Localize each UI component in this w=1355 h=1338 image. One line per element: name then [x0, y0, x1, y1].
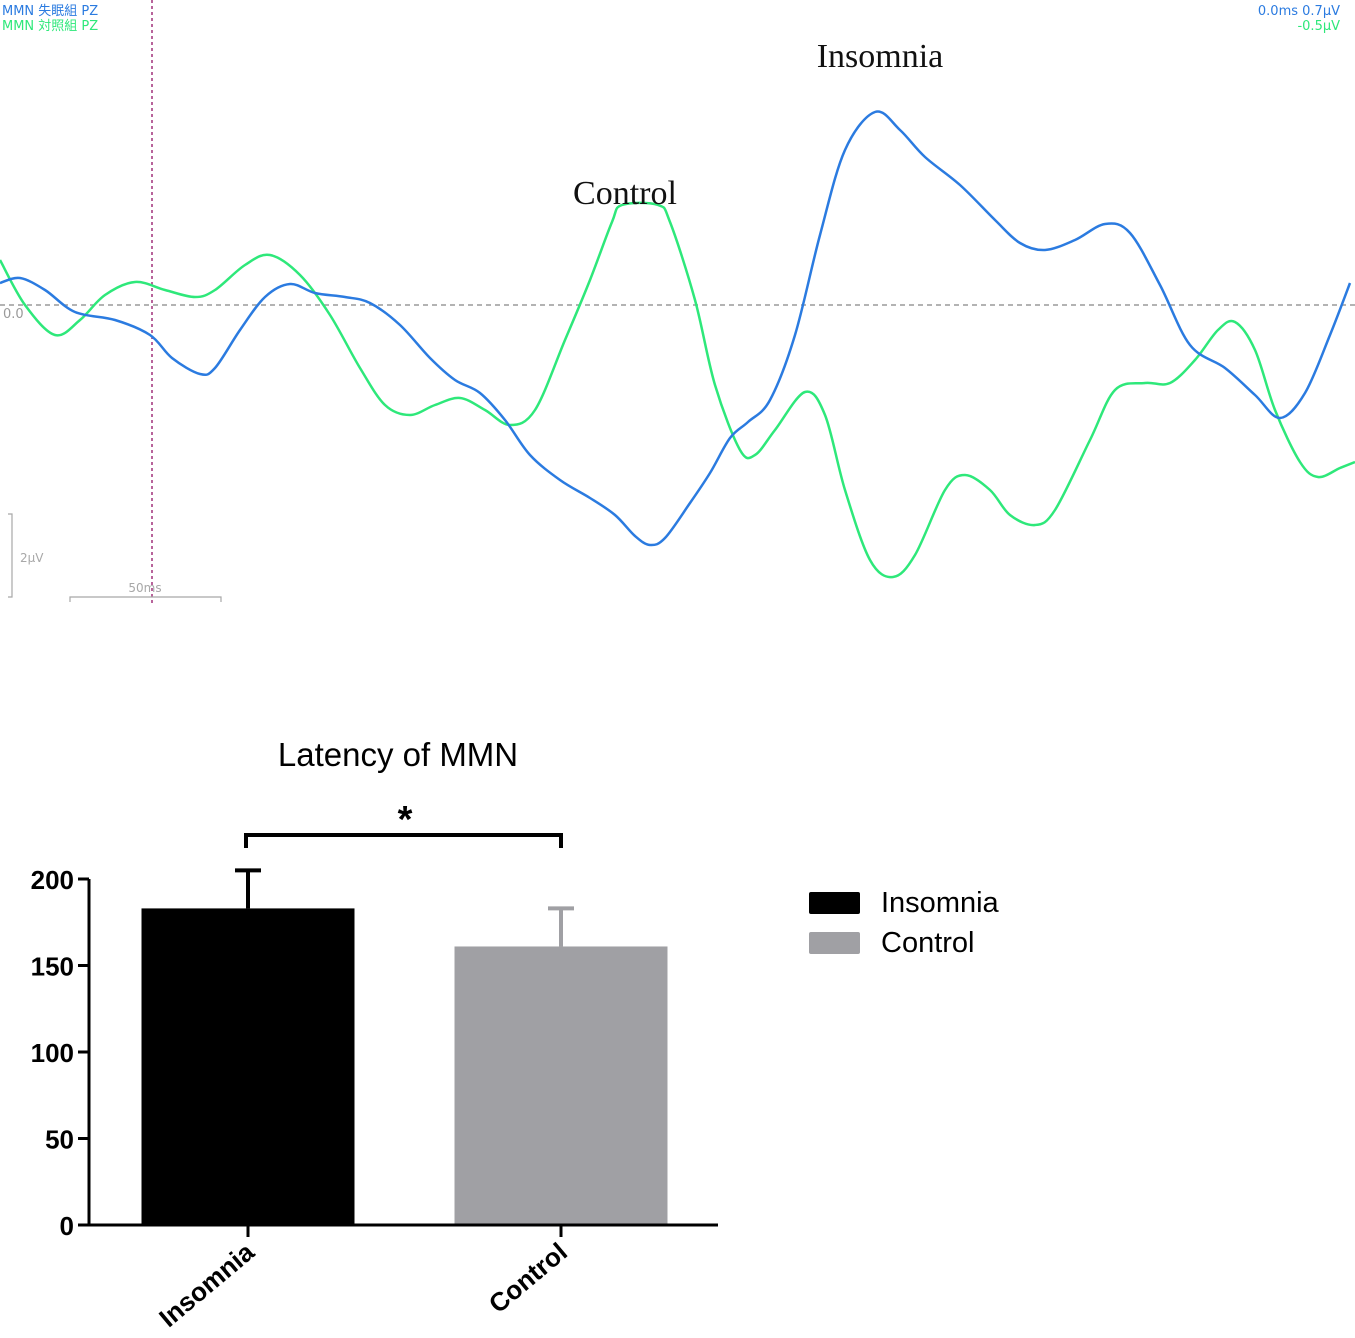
error-bars: [235, 868, 574, 947]
latency-bar-chart: Latency of MMN * 0 50 100 150 200 Insomnia Co…: [31, 736, 1000, 1333]
x-axis-ticks: Insomnia Control: [153, 1225, 573, 1333]
y-axis-ticks: 0 50 100 150 200: [31, 865, 89, 1241]
bar-insomnia: [141, 908, 355, 1225]
significance-bracket: [244, 833, 563, 848]
legend-label-insomnia: Insomnia: [881, 887, 1000, 919]
bar-control: [454, 946, 668, 1225]
time-scale-label: 50ms: [128, 581, 161, 595]
y-tick-label-200: 200: [31, 865, 74, 895]
legend-label-control: Control: [881, 927, 975, 959]
amplitude-scale-label: 2μV: [20, 551, 44, 565]
legend-swatch-control: [809, 932, 860, 954]
insomnia-waveform: [0, 110, 1352, 547]
cursor-readout-insomnia: 0.0ms 0.7μV: [1258, 4, 1340, 19]
significance-marker: *: [398, 799, 413, 841]
cursor-readout-control: -0.5μV: [1297, 19, 1340, 34]
chart-title: Latency of MMN: [278, 736, 518, 773]
y-tick-label-50: 50: [45, 1125, 74, 1155]
y-tick-label-100: 100: [31, 1038, 74, 1068]
annotation-insomnia: Insomnia: [817, 38, 944, 75]
channel-label-control: MMN 対照組 PZ: [2, 19, 98, 34]
erp-waveform-panel: MMN 失眠組 PZ MMN 対照組 PZ 0.0ms 0.7μV -0.5μV…: [0, 0, 1355, 606]
annotation-control: Control: [573, 175, 677, 212]
bars: [141, 908, 668, 1225]
y-tick-label-150: 150: [31, 952, 74, 982]
y-tick-label-0: 0: [60, 1211, 74, 1241]
amplitude-scale-bar: [8, 513, 13, 598]
x-tick-label-insomnia: Insomnia: [153, 1236, 260, 1333]
control-waveform: [0, 201, 1355, 579]
legend-swatch-insomnia: [809, 892, 860, 914]
scale-bars: 2μV 50ms: [8, 513, 222, 602]
baseline-label: 0.0: [3, 307, 24, 322]
channel-label-insomnia: MMN 失眠組 PZ: [2, 4, 98, 19]
x-tick-label-control: Control: [483, 1237, 573, 1319]
legend: Insomnia Control: [809, 887, 1000, 959]
time-scale-bar: [69, 596, 222, 602]
